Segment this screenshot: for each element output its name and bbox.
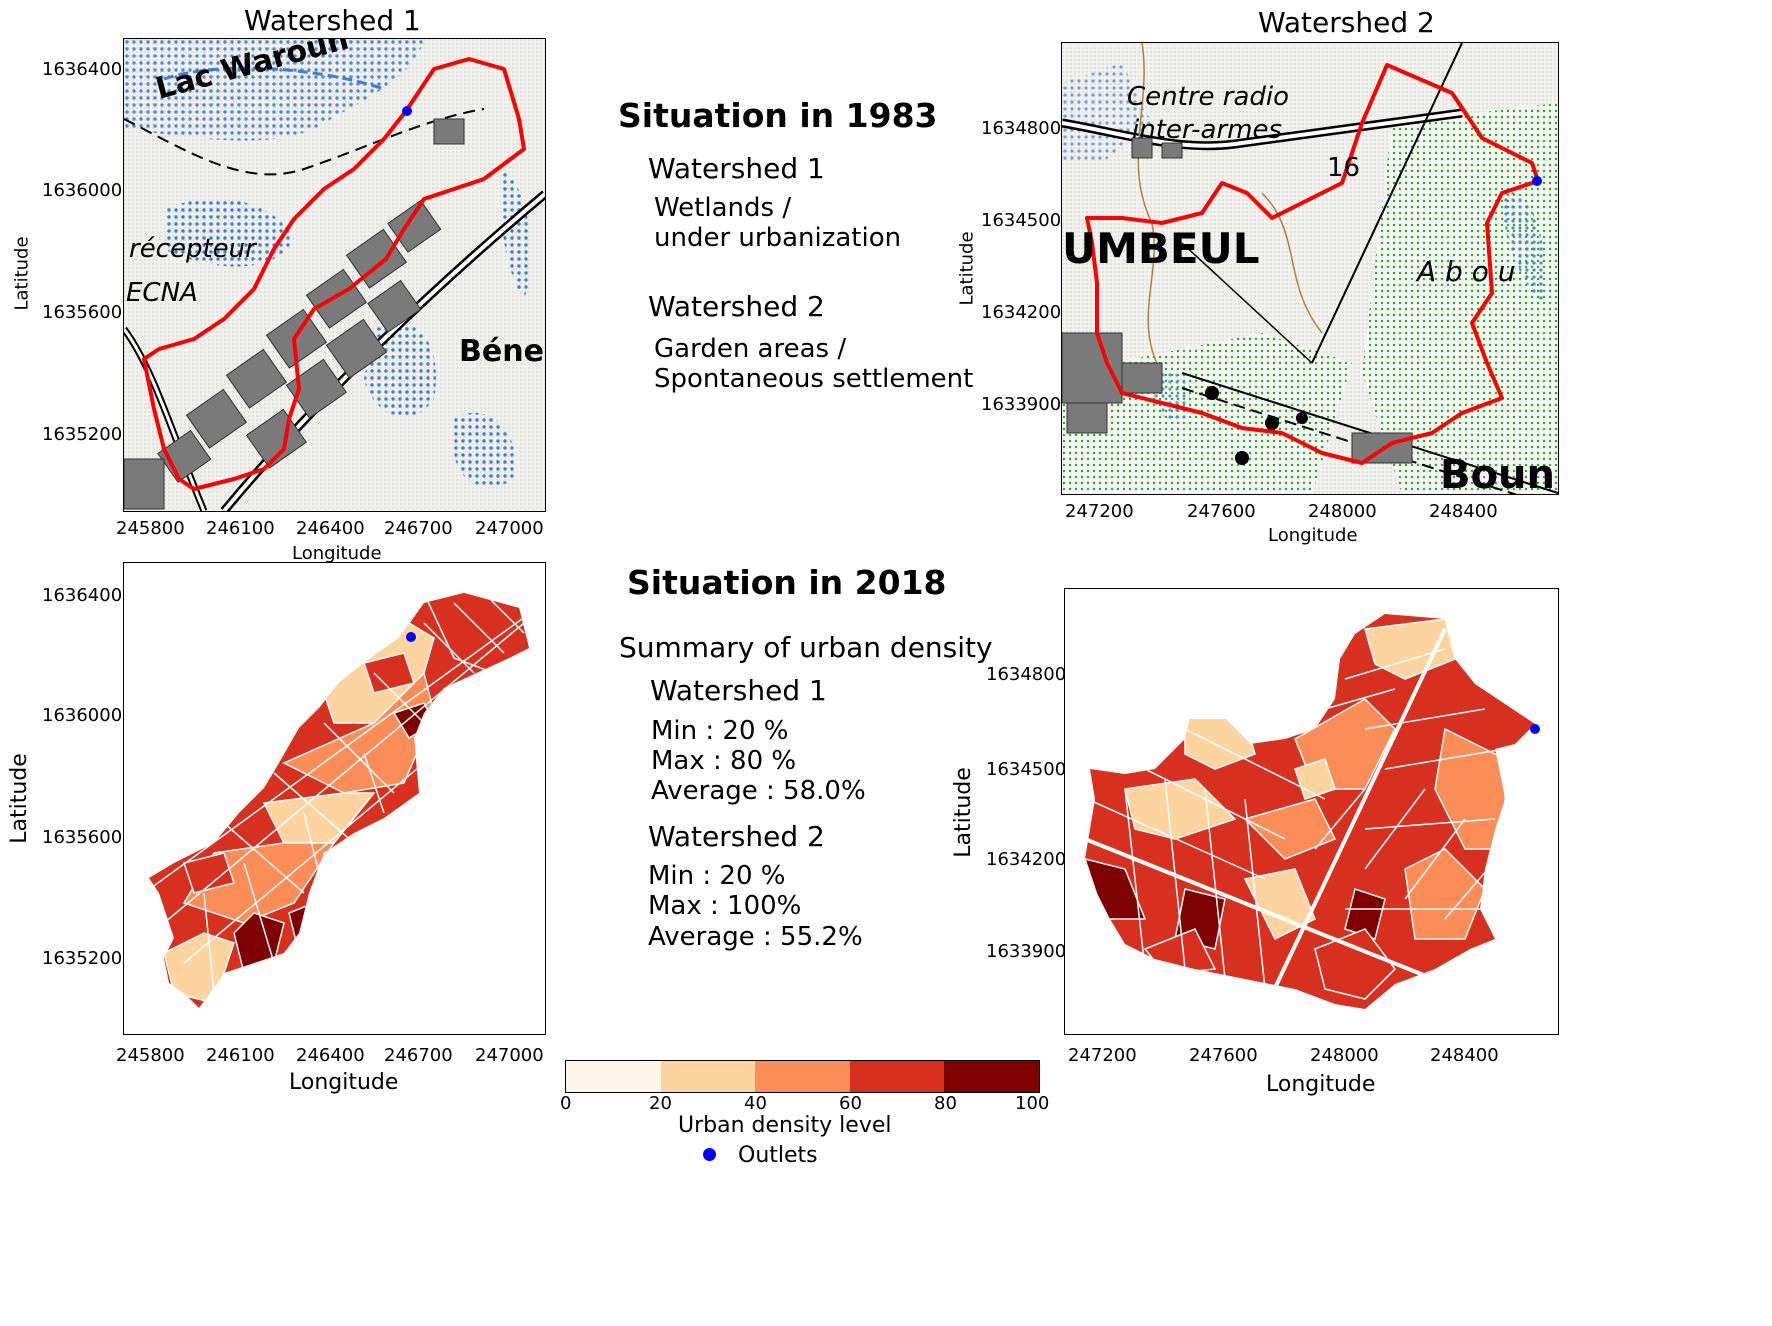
ws1-1983-xtick: 246400 bbox=[296, 518, 365, 539]
ws1-2018-xtick: 245800 bbox=[116, 1045, 185, 1066]
ws1-2018-xtick: 246700 bbox=[384, 1045, 453, 1066]
text-2018-ws1-min: Min : 20 % bbox=[651, 716, 789, 746]
ws2-1983-xtick: 248000 bbox=[1308, 501, 1377, 522]
text-2018-ws2-label: Watershed 2 bbox=[648, 820, 825, 853]
label-abou: A b o u bbox=[1415, 255, 1516, 288]
map-1983-watershed1: Lac Waroun récepteur ECNA Béne bbox=[123, 38, 546, 512]
label-bene: Béne bbox=[459, 334, 544, 369]
outlet-marker-icon bbox=[703, 1148, 716, 1161]
ws1-1983-ytick: 1635600 bbox=[42, 302, 123, 323]
ws2-1983-xtick: 247600 bbox=[1187, 501, 1256, 522]
ws2-1983-ytick: 1634200 bbox=[981, 302, 1062, 323]
label-boun: Boun bbox=[1440, 452, 1555, 494]
text-1983-ws2-line2: Spontaneous settlement bbox=[654, 364, 974, 394]
heading-2018: Situation in 2018 bbox=[627, 563, 947, 602]
text-2018-ws1-max: Max : 80 % bbox=[651, 746, 797, 776]
text-1983-ws1-label: Watershed 1 bbox=[648, 152, 825, 185]
label-inter-armes: inter-armes bbox=[1132, 115, 1282, 145]
ws1-2018-xtick: 246400 bbox=[296, 1045, 365, 1066]
text-2018-ws2-min: Min : 20 % bbox=[648, 861, 786, 891]
text-1983-ws1-line2: under urbanization bbox=[654, 223, 902, 253]
ws1-1983-ylabel: Latitude bbox=[11, 236, 33, 311]
colorbar-class bbox=[660, 1061, 756, 1092]
ws2-1983-xlabel: Longitude bbox=[1268, 525, 1358, 546]
ws1-2018-ytick: 1636000 bbox=[42, 705, 123, 726]
ws2-1983-xtick: 248400 bbox=[1429, 501, 1498, 522]
ws2-2018-ytick: 1634200 bbox=[986, 849, 1067, 870]
colorbar-class bbox=[849, 1061, 945, 1092]
ws2-2018-xlabel: Longitude bbox=[1266, 1072, 1376, 1097]
colorbar-tick: 60 bbox=[839, 1093, 862, 1114]
ws2-2018-xtick: 248000 bbox=[1310, 1045, 1379, 1066]
text-2018-ws2-max: Max : 100% bbox=[648, 891, 802, 921]
ws1-2018-xtick: 246100 bbox=[206, 1045, 275, 1066]
heading-1983: Situation in 1983 bbox=[618, 96, 938, 135]
map-2018-watershed2 bbox=[1064, 588, 1559, 1035]
colorbar-tick: 20 bbox=[649, 1093, 672, 1114]
label-umbeul: UMBEUL bbox=[1062, 224, 1259, 273]
text-2018-ws1-avg: Average : 58.0% bbox=[651, 776, 866, 806]
text-1983-ws1-line1: Wetlands / bbox=[654, 193, 792, 223]
label-spot-height: 16 bbox=[1327, 153, 1360, 183]
ws1-1983-ytick: 1636400 bbox=[42, 59, 123, 80]
text-2018-ws1-label: Watershed 1 bbox=[650, 674, 827, 707]
ws1-2018-ytick: 1635200 bbox=[42, 948, 123, 969]
ws1-2018-ylabel: Latitude bbox=[6, 753, 32, 844]
ws1-1983-ytick: 1635200 bbox=[42, 424, 123, 445]
colorbar-tick: 40 bbox=[744, 1093, 767, 1114]
ws1-1983-xtick: 246100 bbox=[206, 518, 275, 539]
text-1983-ws2-label: Watershed 2 bbox=[648, 290, 825, 323]
ws2-2018-ytick: 1633900 bbox=[986, 941, 1067, 962]
ws1-1983-xtick: 246700 bbox=[384, 518, 453, 539]
ws1-2018-ytick: 1636400 bbox=[42, 585, 123, 606]
label-centre-radio: Centre radio bbox=[1127, 82, 1289, 112]
ws1-2018-ytick: 1635600 bbox=[42, 827, 123, 848]
ws2-1983-xtick: 247200 bbox=[1065, 501, 1134, 522]
label-ecna: ECNA bbox=[126, 278, 198, 308]
colorbar-title: Urban density level bbox=[678, 1113, 892, 1138]
ws2-2018-xtick: 248400 bbox=[1430, 1045, 1499, 1066]
colorbar-class bbox=[566, 1061, 661, 1092]
ws2-2018-xtick: 247200 bbox=[1068, 1045, 1137, 1066]
ws2-2018-xtick: 247600 bbox=[1189, 1045, 1258, 1066]
colorbar-tick: 80 bbox=[934, 1093, 957, 1114]
ws1-1983-xlabel: Longitude bbox=[292, 543, 382, 564]
ws1-2018-xtick: 247000 bbox=[475, 1045, 544, 1066]
watershed2-title: Watershed 2 bbox=[1258, 6, 1435, 39]
map-2018-watershed1 bbox=[123, 562, 546, 1035]
ws2-2018-ylabel: Latitude bbox=[950, 767, 976, 858]
ws1-1983-xtick: 245800 bbox=[116, 518, 185, 539]
colorbar-class bbox=[755, 1061, 850, 1092]
ws2-1983-ytick: 1634500 bbox=[981, 210, 1062, 231]
map-1983-watershed2: Centre radio inter-armes 16 UMBEUL A b o… bbox=[1061, 42, 1559, 495]
ws2-2018-ytick: 1634800 bbox=[986, 664, 1067, 685]
label-recepteur: récepteur bbox=[129, 234, 258, 264]
text-1983-ws2-line1: Garden areas / bbox=[654, 334, 847, 364]
colorbar-tick: 0 bbox=[560, 1093, 572, 1114]
text-2018-summary: Summary of urban density bbox=[619, 631, 993, 664]
text-2018-ws2-avg: Average : 55.2% bbox=[648, 922, 863, 952]
ws2-1983-ytick: 1634800 bbox=[981, 118, 1062, 139]
colorbar-tick: 100 bbox=[1015, 1093, 1050, 1114]
ws1-1983-ytick: 1636000 bbox=[42, 180, 123, 201]
ws2-2018-ytick: 1634500 bbox=[986, 759, 1067, 780]
ws2-1983-ylabel: Latitude bbox=[956, 231, 978, 306]
ws1-1983-xtick: 247000 bbox=[475, 518, 544, 539]
colorbar bbox=[565, 1060, 1040, 1093]
colorbar-class bbox=[944, 1061, 1039, 1092]
watershed1-title: Watershed 1 bbox=[244, 4, 421, 37]
ws1-2018-xlabel: Longitude bbox=[289, 1070, 399, 1095]
legend-outlets-label: Outlets bbox=[738, 1143, 818, 1168]
ws2-1983-ytick: 1633900 bbox=[981, 394, 1062, 415]
